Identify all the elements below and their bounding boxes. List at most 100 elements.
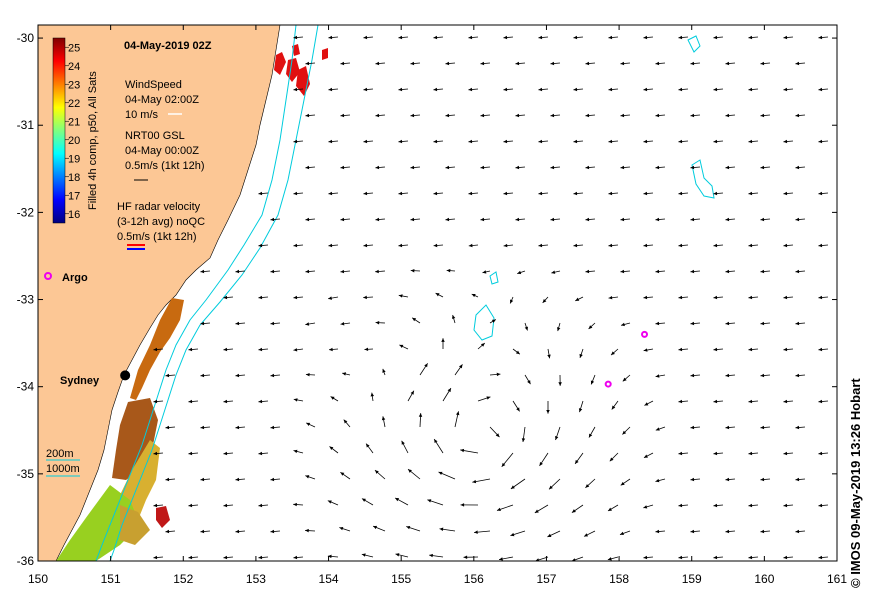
current-arrow-head xyxy=(550,113,555,118)
current-arrow-head xyxy=(713,347,718,352)
current-arrow-head xyxy=(342,372,347,376)
current-arrow-head xyxy=(643,35,648,40)
current-arrow-head xyxy=(760,269,765,274)
current-arrow-head xyxy=(447,388,451,393)
current-arrow-head xyxy=(549,485,553,490)
x-tick-label: 154 xyxy=(319,572,339,586)
contour-200-label: 200m xyxy=(46,448,74,460)
current-arrow-head xyxy=(620,165,625,170)
wind-legend-scale: 10 m/s xyxy=(125,109,159,121)
current-arrow-head xyxy=(496,372,501,377)
current-arrow-head xyxy=(328,87,333,92)
current-arrow-head xyxy=(678,503,683,508)
current-arrow-head xyxy=(305,322,310,326)
current-arrow-head xyxy=(270,477,275,482)
current-arrow-head xyxy=(760,321,765,326)
current-arrow-head xyxy=(795,477,800,482)
colorbar-tick-label: 25 xyxy=(68,42,80,54)
current-arrow-head xyxy=(748,347,753,352)
current-arrow-head xyxy=(607,557,612,561)
current-arrow-head xyxy=(795,217,800,222)
current-arrow-head xyxy=(760,61,765,66)
current-arrow-head xyxy=(293,35,298,40)
current-arrow-head xyxy=(558,382,562,386)
current-arrow-head xyxy=(499,557,503,561)
current-arrow-head xyxy=(410,113,415,118)
current-arrow-head xyxy=(713,243,718,248)
hf-legend-sub: (3-12h avg) noQC xyxy=(117,216,205,228)
current-arrow-head xyxy=(643,555,648,560)
current-arrow-head xyxy=(585,165,590,170)
current-arrow-head xyxy=(573,87,578,92)
current-arrow-head xyxy=(375,61,380,66)
current-arrow-head xyxy=(258,399,263,404)
current-arrow-head xyxy=(398,87,403,92)
current-arrow-head xyxy=(521,438,526,442)
current-arrow-head xyxy=(165,477,170,482)
current-arrow-head xyxy=(305,528,309,533)
current-arrow-head xyxy=(725,165,730,170)
current-arrow-head xyxy=(818,399,823,404)
current-arrow-head xyxy=(363,295,367,300)
current-arrow-head xyxy=(438,471,443,476)
current-arrow-head xyxy=(588,325,593,329)
y-axis: -30 -31 -32 -33 -34 -35 -36 xyxy=(17,31,837,568)
current-arrow-head xyxy=(293,348,298,352)
current-arrow-head xyxy=(748,139,753,144)
current-arrow-head xyxy=(503,35,508,40)
current-arrow-head xyxy=(585,113,590,118)
current-arrow-head xyxy=(542,298,547,303)
current-arrow-head xyxy=(235,269,240,274)
current-arrow-head xyxy=(235,373,240,378)
current-vector-field xyxy=(153,35,829,561)
current-arrow-head xyxy=(327,500,332,504)
current-arrow-head xyxy=(783,399,788,404)
current-arrow-head xyxy=(538,191,543,196)
current-arrow-head xyxy=(270,321,275,326)
current-arrow-head xyxy=(495,433,500,438)
current-arrow-head xyxy=(760,425,765,430)
sst-colorbar: 25 24 23 22 21 20 19 18 17 16 Filled 4h comp, p50… xyxy=(52,37,99,224)
current-arrow-head xyxy=(328,35,333,40)
current-arrow-head xyxy=(327,554,332,559)
current-arrow-head xyxy=(818,347,823,352)
current-arrow-head xyxy=(329,347,333,352)
current-arrow-head xyxy=(783,191,788,196)
x-axis: 150 151 152 153 154 155 156 157 158 159 160 161 xyxy=(28,25,847,586)
current-arrow-head xyxy=(725,113,730,118)
current-arrow-head xyxy=(305,372,310,377)
current-arrow-head xyxy=(340,269,345,274)
current-arrow-head xyxy=(551,270,556,274)
current-arrow-head xyxy=(557,327,561,332)
current-arrow-head xyxy=(748,243,753,248)
current-arrow-head xyxy=(655,61,660,66)
current-arrow-head xyxy=(550,217,555,222)
current-arrow-head xyxy=(153,503,158,508)
current-arrow-head xyxy=(795,61,800,66)
current-arrow-head xyxy=(410,390,414,395)
current-arrow-head xyxy=(363,191,368,196)
current-arrow-head xyxy=(270,529,275,534)
current-arrow-head xyxy=(340,472,345,476)
current-arrow-head xyxy=(818,191,823,196)
current-arrow-head xyxy=(424,363,428,368)
australia-land xyxy=(38,25,281,561)
current-arrow-head xyxy=(468,191,473,196)
current-arrow-head xyxy=(748,503,753,508)
current-arrow-head xyxy=(655,113,660,118)
current-arrow-head xyxy=(579,353,583,358)
current-arrow-head xyxy=(200,373,205,378)
current-arrow-head xyxy=(655,427,660,431)
contour-1000-label: 1000m xyxy=(46,463,80,475)
current-arrow-head xyxy=(690,113,695,118)
current-arrow-head xyxy=(480,343,485,347)
current-arrow-head xyxy=(725,217,730,222)
current-arrow-head xyxy=(480,113,485,118)
current-arrow-head xyxy=(655,269,660,274)
current-arrow-head xyxy=(555,436,559,441)
credit-label: © IMOS 09-May-2019 13:26 Hobart xyxy=(848,378,863,588)
current-arrow-head xyxy=(412,317,417,322)
current-arrow-head xyxy=(760,165,765,170)
current-arrow-head xyxy=(361,498,366,502)
current-arrow-head xyxy=(818,35,823,40)
